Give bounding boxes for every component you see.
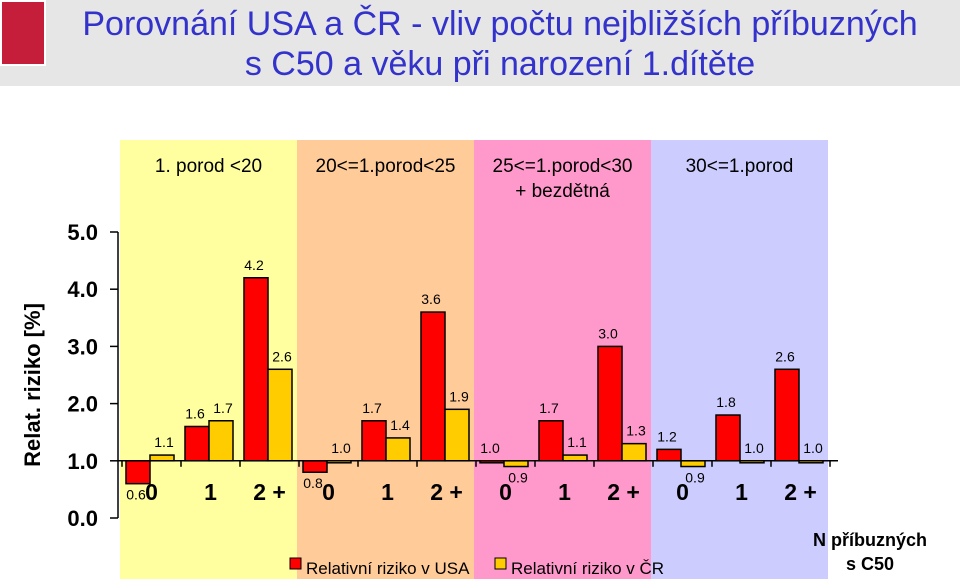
legend-swatch-cr	[494, 557, 507, 570]
bar-cr-1	[149, 454, 175, 462]
y-tick-label: 2.0	[67, 392, 98, 417]
data-label-cr-5: 1.4	[390, 417, 410, 433]
data-label-cr-7: 0.9	[508, 470, 528, 486]
category-label-9: 2 +	[607, 479, 640, 505]
bar-cr-8	[562, 454, 588, 462]
data-label-usa-2: 1.6	[185, 405, 205, 421]
bar-cr-5	[385, 437, 411, 462]
category-label-10: 0	[676, 479, 689, 505]
data-label-usa-9: 3.0	[598, 325, 618, 341]
bar-usa-5	[361, 420, 387, 462]
bar-usa-6	[420, 311, 446, 462]
category-label-8: 1	[558, 479, 571, 505]
data-label-cr-12: 1.0	[803, 440, 823, 456]
y-tick-label: 4.0	[67, 277, 98, 302]
category-label-2: 1	[204, 479, 217, 505]
slide-header: Porovnání USA a ČR - vliv počtu nejbližš…	[0, 0, 960, 86]
bar-usa-2	[184, 425, 210, 462]
group-sublabel-3: + bezdětná	[515, 181, 610, 202]
bar-cr-3	[267, 368, 293, 462]
data-label-cr-2: 1.7	[213, 400, 233, 416]
bar-cr-9	[621, 442, 647, 462]
group-label-1: 1. porod <20	[155, 156, 262, 177]
bar-cr-10	[680, 460, 706, 468]
y-tick-label: 1.0	[67, 449, 98, 474]
data-label-usa-4: 0.8	[303, 475, 323, 491]
data-label-usa-8: 1.7	[539, 400, 559, 416]
category-label-5: 1	[381, 479, 394, 505]
bar-cr-2	[208, 420, 234, 462]
group-band-3	[474, 140, 651, 579]
category-label-3: 2 +	[253, 479, 286, 505]
title-line-2: s C50 a věku při narození 1.dítěte	[244, 45, 756, 83]
group-band-2	[297, 140, 474, 579]
slide-title: Porovnání USA a ČR - vliv počtu nejbližš…	[60, 4, 940, 84]
data-label-cr-1: 1.1	[154, 434, 174, 450]
group-label-2: 20<=1.porod<25	[316, 156, 456, 177]
data-label-cr-8: 1.1	[567, 434, 587, 450]
category-label-4: 0	[322, 479, 335, 505]
group-band-1	[120, 140, 297, 579]
bar-cr-7	[503, 460, 529, 468]
data-label-usa-6: 3.6	[421, 291, 441, 307]
data-label-usa-1: 0.6	[126, 487, 146, 503]
data-label-cr-4: 1.0	[331, 440, 351, 456]
institute-logo-icon	[0, 0, 46, 66]
bar-usa-11	[715, 414, 741, 462]
bar-usa-3	[243, 277, 269, 462]
bar-usa-4	[302, 460, 328, 473]
group-label-3: 25<=1.porod<30	[493, 156, 633, 177]
bar-usa-10	[656, 448, 682, 462]
data-label-usa-5: 1.7	[362, 400, 382, 416]
y-tick-label: 0.0	[67, 506, 98, 531]
group-band-4	[651, 140, 828, 579]
data-label-usa-11: 1.8	[716, 394, 736, 410]
category-label-1: 0	[145, 479, 158, 505]
data-label-usa-10: 1.2	[657, 428, 677, 444]
data-label-cr-6: 1.9	[449, 388, 469, 404]
bar-usa-12	[774, 368, 800, 462]
category-label-11: 1	[735, 479, 748, 505]
category-label-7: 0	[499, 479, 512, 505]
y-tick-label: 3.0	[67, 334, 98, 359]
data-label-cr-10: 0.9	[685, 470, 705, 486]
x-axis-title: N příbuzných s C50	[813, 530, 927, 574]
data-label-usa-12: 2.6	[775, 348, 795, 364]
y-tick-label: 5.0	[67, 220, 98, 245]
y-axis-title: Relat. riziko [%]	[20, 303, 45, 467]
category-label-12: 2 +	[784, 479, 817, 505]
title-line-1: Porovnání USA a ČR - vliv počtu nejbližš…	[82, 5, 918, 43]
bar-usa-8	[538, 420, 564, 462]
category-label-6: 2 +	[430, 479, 463, 505]
bar-usa-9	[597, 345, 623, 462]
data-label-cr-11: 1.0	[744, 440, 764, 456]
data-label-cr-9: 1.3	[626, 423, 646, 439]
data-label-usa-3: 4.2	[244, 257, 264, 273]
legend-label-cr: Relativní riziko v ČR	[511, 559, 664, 578]
legend-label-usa: Relativní riziko v USA	[306, 559, 470, 578]
data-label-usa-7: 1.0	[480, 440, 500, 456]
legend-swatch-usa	[289, 557, 302, 570]
bar-cr-6	[444, 408, 470, 462]
group-label-4: 30<=1.porod	[686, 156, 794, 177]
data-label-cr-3: 2.6	[272, 348, 292, 364]
